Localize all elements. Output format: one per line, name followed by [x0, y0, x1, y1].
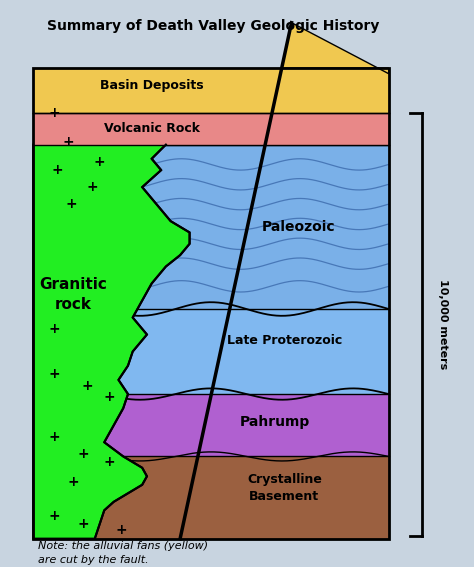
Polygon shape	[33, 68, 389, 113]
Text: +: +	[51, 163, 63, 177]
Text: +: +	[65, 197, 77, 211]
Polygon shape	[33, 309, 389, 394]
Text: +: +	[49, 367, 60, 381]
Text: +: +	[103, 455, 115, 469]
Polygon shape	[33, 68, 389, 113]
Text: Late Proterozoic: Late Proterozoic	[227, 334, 342, 346]
Polygon shape	[33, 456, 389, 539]
Text: +: +	[103, 390, 115, 404]
Text: +: +	[68, 475, 79, 489]
Bar	[33, 68, 389, 539]
Text: +: +	[49, 430, 60, 443]
Text: +: +	[49, 322, 60, 336]
Text: Paleozoic: Paleozoic	[262, 220, 336, 234]
Text: Pahrump: Pahrump	[240, 416, 310, 429]
Text: +: +	[49, 509, 60, 523]
Text: 10,000 meters: 10,000 meters	[438, 280, 448, 370]
Polygon shape	[33, 113, 389, 145]
Polygon shape	[282, 23, 389, 74]
Polygon shape	[33, 113, 389, 145]
Text: +: +	[87, 180, 98, 194]
Text: +: +	[77, 518, 89, 531]
Text: Volcanic Rock: Volcanic Rock	[104, 122, 200, 135]
Text: Granitic
rock: Granitic rock	[39, 277, 108, 312]
Text: Note: the alluvial fans (yellow)
are cut by the fault.: Note: the alluvial fans (yellow) are cut…	[38, 541, 208, 565]
Text: +: +	[49, 107, 60, 120]
Text: +: +	[63, 135, 74, 149]
Text: Basin Deposits: Basin Deposits	[100, 79, 203, 91]
Polygon shape	[33, 145, 190, 539]
Polygon shape	[33, 145, 389, 309]
Text: +: +	[82, 379, 93, 392]
Text: +: +	[115, 523, 127, 537]
Polygon shape	[33, 394, 389, 456]
Text: +: +	[94, 155, 105, 168]
Text: Crystalline
Basement: Crystalline Basement	[247, 473, 322, 502]
Text: +: +	[77, 447, 89, 460]
Text: Summary of Death Valley Geologic History: Summary of Death Valley Geologic History	[47, 19, 380, 32]
